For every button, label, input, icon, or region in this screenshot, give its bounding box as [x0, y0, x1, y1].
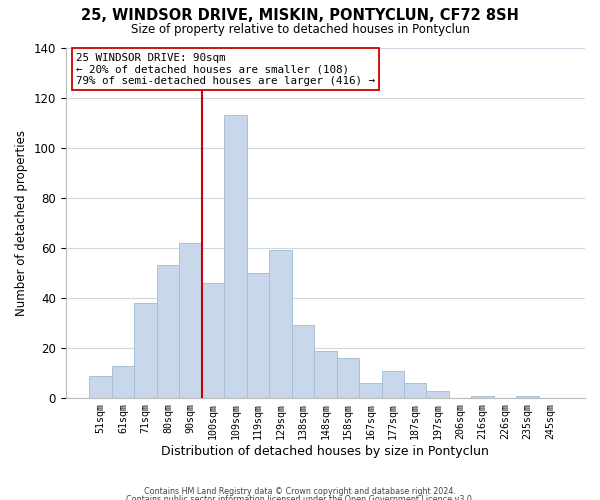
- Bar: [292, 326, 314, 398]
- Bar: [517, 396, 539, 398]
- Bar: [202, 283, 224, 398]
- Bar: [157, 266, 179, 398]
- Bar: [337, 358, 359, 398]
- Text: 25, WINDSOR DRIVE, MISKIN, PONTYCLUN, CF72 8SH: 25, WINDSOR DRIVE, MISKIN, PONTYCLUN, CF…: [81, 8, 519, 22]
- Bar: [224, 115, 247, 398]
- Bar: [179, 243, 202, 398]
- Text: Contains HM Land Registry data © Crown copyright and database right 2024.: Contains HM Land Registry data © Crown c…: [144, 488, 456, 496]
- Bar: [112, 366, 134, 398]
- Bar: [382, 370, 404, 398]
- Bar: [89, 376, 112, 398]
- Text: Contains public sector information licensed under the Open Government Licence v3: Contains public sector information licen…: [126, 495, 474, 500]
- Bar: [359, 383, 382, 398]
- Text: Size of property relative to detached houses in Pontyclun: Size of property relative to detached ho…: [131, 22, 469, 36]
- Y-axis label: Number of detached properties: Number of detached properties: [15, 130, 28, 316]
- Bar: [472, 396, 494, 398]
- Text: 25 WINDSOR DRIVE: 90sqm
← 20% of detached houses are smaller (108)
79% of semi-d: 25 WINDSOR DRIVE: 90sqm ← 20% of detache…: [76, 53, 375, 86]
- Bar: [314, 350, 337, 398]
- X-axis label: Distribution of detached houses by size in Pontyclun: Distribution of detached houses by size …: [161, 444, 489, 458]
- Bar: [269, 250, 292, 398]
- Bar: [427, 390, 449, 398]
- Bar: [404, 383, 427, 398]
- Bar: [134, 303, 157, 398]
- Bar: [247, 273, 269, 398]
